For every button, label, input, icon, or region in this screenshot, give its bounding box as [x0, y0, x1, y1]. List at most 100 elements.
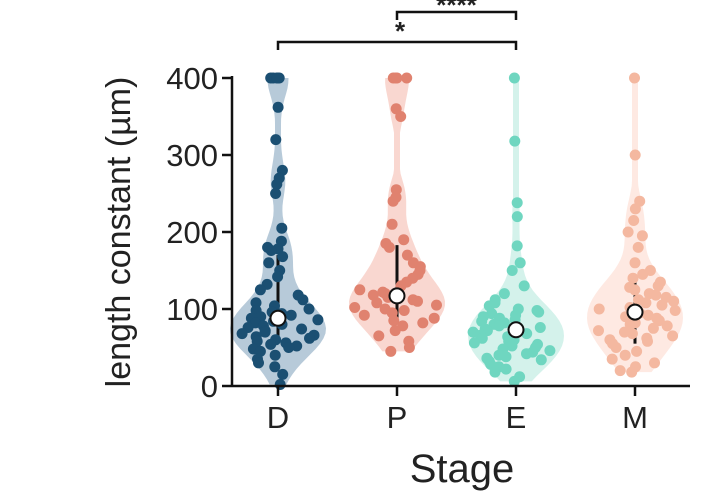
whiskers-layer [276, 245, 637, 344]
data-point-P [395, 111, 407, 122]
data-point-E [511, 240, 523, 252]
data-point-D [303, 303, 315, 315]
data-point-P [358, 309, 370, 321]
data-point-P [391, 72, 403, 84]
x-tick-label-M: M [622, 400, 648, 435]
data-point-M [656, 299, 668, 311]
data-point-E [506, 340, 518, 352]
data-point-M [593, 303, 605, 315]
x-tick-label-P: P [387, 400, 408, 435]
data-point-M [629, 149, 641, 161]
significance-label: **** [436, 0, 477, 20]
data-point-M [619, 349, 631, 361]
data-point-P [387, 195, 399, 207]
data-point-D [285, 309, 297, 321]
data-point-D [265, 338, 277, 350]
data-point-D [272, 271, 284, 283]
data-point-M [640, 297, 652, 309]
data-point-M [626, 328, 638, 340]
data-point-D [271, 178, 283, 190]
data-point-M [629, 203, 641, 215]
x-tick-label-D: D [267, 400, 289, 435]
data-point-P [401, 72, 413, 84]
data-point-E [468, 337, 480, 349]
data-point-E [533, 306, 545, 318]
data-point-D [270, 134, 282, 146]
axes-layer: D P E M 0 100 200 300 400 [166, 61, 690, 435]
data-point-M [629, 72, 640, 84]
data-point-D [271, 72, 283, 84]
data-point-M [652, 280, 664, 292]
data-point-E [535, 354, 547, 366]
data-point-M [636, 230, 648, 242]
y-tick-label: 300 [166, 138, 218, 173]
data-point-M [642, 309, 654, 321]
data-point-E [498, 288, 510, 300]
data-point-M [650, 289, 662, 301]
data-point-M [667, 330, 679, 342]
data-point-E [500, 351, 512, 363]
data-point-M [624, 318, 636, 330]
data-point-D [265, 245, 277, 256]
data-point-M [629, 257, 641, 269]
x-tick-label-E: E [506, 400, 527, 435]
data-point-P [401, 249, 413, 261]
data-point-P [349, 302, 361, 313]
data-point-E [489, 366, 501, 378]
data-point-D [270, 188, 282, 199]
data-point-E [521, 348, 532, 360]
data-point-M [629, 284, 641, 296]
data-point-E [511, 211, 523, 223]
data-point-P [383, 241, 395, 253]
data-point-D [276, 222, 288, 234]
data-point-P [373, 330, 385, 342]
data-point-D [312, 314, 324, 326]
data-point-P [417, 317, 429, 329]
significance-label: * [395, 16, 406, 46]
data-point-P [371, 297, 383, 309]
data-point-M [632, 241, 644, 253]
data-point-M [610, 342, 622, 353]
data-point-P [388, 315, 400, 327]
data-point-D [250, 297, 262, 309]
data-point-D [296, 323, 308, 335]
data-point-M [627, 272, 639, 284]
data-point-M [631, 345, 643, 357]
data-point-E [508, 375, 520, 387]
data-point-D [274, 379, 286, 390]
data-point-P [354, 284, 366, 296]
data-point-D [259, 326, 271, 338]
data-point-M [614, 365, 626, 377]
data-point-D [297, 294, 309, 306]
data-point-M [647, 322, 659, 334]
data-point-E [493, 320, 505, 332]
data-point-M [626, 366, 638, 378]
data-point-E [514, 257, 526, 269]
medians-layer [269, 287, 644, 339]
data-point-D [269, 349, 281, 361]
data-point-P [428, 312, 440, 324]
data-point-M [593, 325, 604, 337]
data-point-D [277, 251, 289, 263]
data-point-P [389, 325, 401, 337]
data-point-P [412, 295, 423, 307]
median-marker-P [388, 287, 406, 305]
y-tick-label: 100 [166, 292, 218, 327]
points-layer [236, 72, 681, 390]
y-tick-label: 200 [166, 215, 218, 250]
x-axis-title: Stage [410, 447, 515, 491]
data-point-E [506, 265, 518, 276]
data-point-E [534, 322, 546, 333]
data-point-P [386, 218, 398, 230]
data-point-D [253, 357, 264, 369]
data-point-D [236, 328, 248, 340]
data-point-E [544, 345, 556, 357]
data-point-M [653, 315, 665, 327]
data-point-D [254, 284, 266, 296]
data-point-P [385, 345, 397, 357]
data-point-P [398, 305, 410, 316]
median-marker-M [626, 303, 644, 321]
significance-bracket [395, 10, 518, 20]
significance-layer: ***** [276, 0, 518, 50]
